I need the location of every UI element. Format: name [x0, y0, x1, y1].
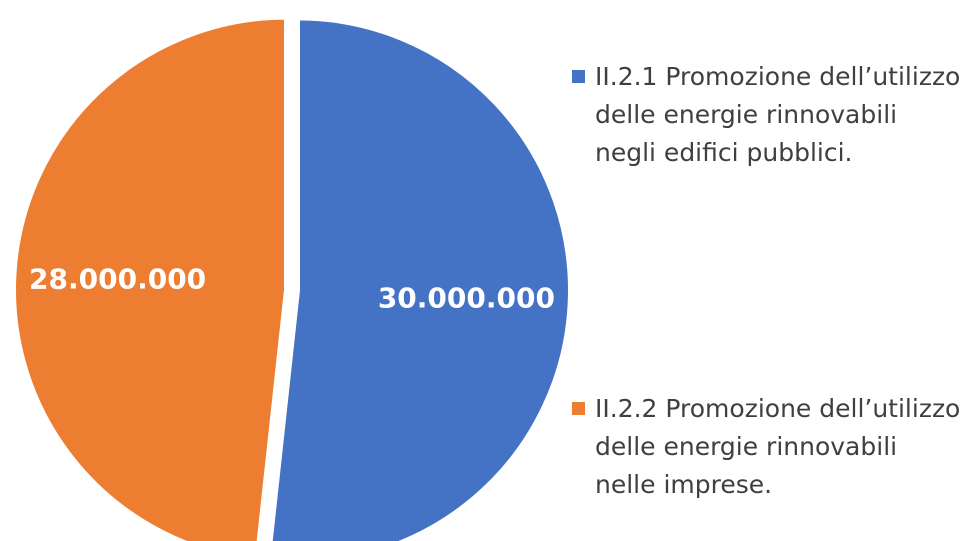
legend-item-public-buildings: II.2.1 Promozione dell’utilizzo delle en…: [572, 58, 962, 172]
legend-swatch-public-buildings: [572, 70, 585, 83]
pie-chart: 30.000.000 28.000.000: [12, 15, 572, 541]
pie-data-labels: 30.000.000 28.000.000: [29, 263, 555, 315]
pie-label-businesses: 28.000.000: [29, 263, 206, 296]
pie-slice-businesses: [12, 15, 289, 541]
pie-slice-public-buildings: [268, 16, 572, 541]
pie-slices: [12, 15, 572, 541]
pie-label-public-buildings: 30.000.000: [378, 281, 555, 314]
legend-label-businesses: II.2.2 Promozione dell’utilizzo delle en…: [595, 394, 961, 499]
legend-label-public-buildings: II.2.1 Promozione dell’utilizzo delle en…: [595, 62, 961, 167]
legend-item-businesses: II.2.2 Promozione dell’utilizzo delle en…: [572, 390, 962, 504]
legend-swatch-businesses: [572, 402, 585, 415]
